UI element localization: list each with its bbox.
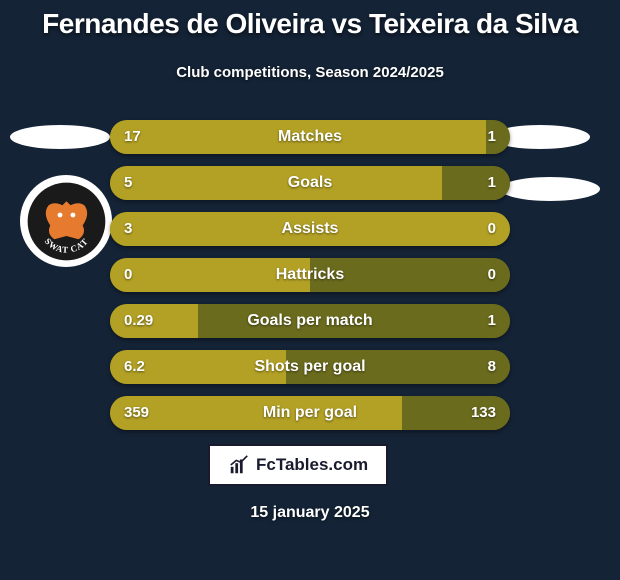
stat-label: Matches [110,120,510,154]
stat-row: Matches17 1 [110,120,510,154]
page-title: Fernandes de Oliveira vs Teixeira da Sil… [0,8,620,40]
stat-value-left: 5 [124,166,132,200]
left-player-placeholder [10,125,110,149]
stats-container: Matches171Goals51Assists30Hattricks00Goa… [110,120,510,442]
chart-icon [228,454,250,476]
stat-label: Shots per goal [110,350,510,384]
stat-row: Assists3 0 [110,212,510,246]
stat-label: Goals per match [110,304,510,338]
stat-value-left: 0 [124,258,132,292]
left-club-badge: SWAT CAT [20,175,112,267]
stat-value-right: 0 [488,258,496,292]
stat-value-left: 17 [124,120,141,154]
stat-row: Shots per goal6.2 8 [110,350,510,384]
stat-label: Hattricks [110,258,510,292]
swatcat-icon: SWAT CAT [26,181,107,262]
stat-row: Min per goal359 133 [110,396,510,430]
stat-value-right: 1 [488,120,496,154]
stat-row: Goals5 1 [110,166,510,200]
stat-value-left: 0.29 [124,304,153,338]
stat-value-right: 8 [488,350,496,384]
right-club-placeholder [500,177,600,201]
date-label: 15 january 2025 [0,504,620,522]
stat-value-right: 133 [471,396,496,430]
stat-row: Hattricks0 0 [110,258,510,292]
stat-value-right: 0 [488,212,496,246]
fctables-badge: FcTables.com [208,444,388,486]
stat-value-left: 359 [124,396,149,430]
stat-value-right: 1 [488,166,496,200]
stat-value-left: 3 [124,212,132,246]
stat-value-left: 6.2 [124,350,145,384]
subtitle: Club competitions, Season 2024/2025 [0,64,620,81]
stat-label: Min per goal [110,396,510,430]
stat-label: Goals [110,166,510,200]
stat-value-right: 1 [488,304,496,338]
fctables-text: FcTables.com [256,455,368,475]
comparison-canvas: Fernandes de Oliveira vs Teixeira da Sil… [0,0,620,580]
stat-label: Assists [110,212,510,246]
stat-row: Goals per match0.29 1 [110,304,510,338]
